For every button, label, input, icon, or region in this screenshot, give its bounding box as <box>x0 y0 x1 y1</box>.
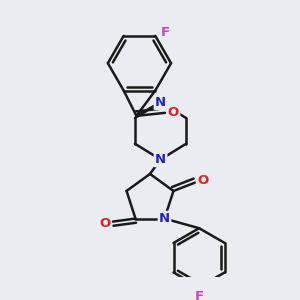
Text: F: F <box>194 290 204 300</box>
Text: N: N <box>159 212 170 225</box>
Text: O: O <box>99 217 110 230</box>
Text: O: O <box>197 174 208 187</box>
Text: N: N <box>155 96 166 109</box>
Text: O: O <box>168 106 179 119</box>
Text: F: F <box>161 26 170 39</box>
Text: N: N <box>155 153 166 166</box>
